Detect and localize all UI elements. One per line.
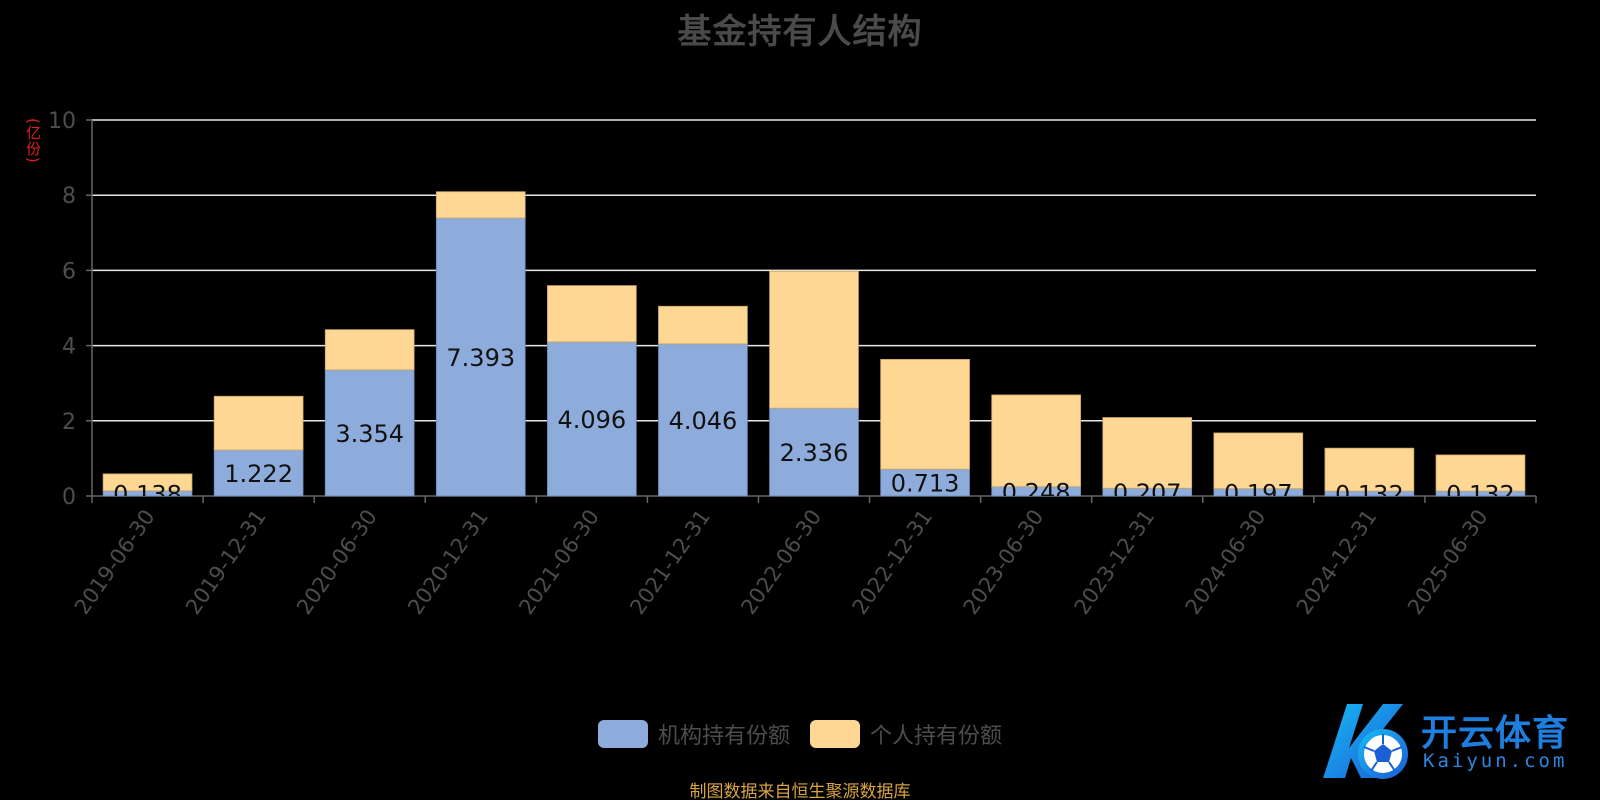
x-tick-label: 2022-06-30 xyxy=(736,505,826,619)
y-tick-label: 2 xyxy=(62,410,76,435)
data-label-institutional: 3.354 xyxy=(335,420,404,448)
legend-swatch-individual xyxy=(810,720,860,748)
y-axis-unit-label: (亿份) xyxy=(24,118,42,164)
data-label-institutional: 1.222 xyxy=(224,460,293,488)
watermark-logo: 开云体育 Kaiyun.com xyxy=(1313,696,1593,786)
bar-individual xyxy=(324,329,415,371)
bar-institutional xyxy=(435,217,526,497)
bar-individual xyxy=(102,473,193,492)
legend-label-individual: 个人持有份额 xyxy=(870,724,1003,749)
bar-institutional xyxy=(880,468,970,497)
bars xyxy=(102,191,1526,497)
watermark-text-cn: 开云体育 xyxy=(1421,713,1570,754)
bar-individual xyxy=(1324,447,1415,492)
x-tick-label: 2020-06-30 xyxy=(292,505,382,619)
bar-individual xyxy=(991,394,1081,488)
bar-individual xyxy=(213,395,304,451)
y-tick-label: 10 xyxy=(48,109,76,134)
chart-title: 基金持有人结构 xyxy=(677,12,923,52)
x-tick-label: 2023-06-30 xyxy=(959,505,1049,619)
y-tick-label: 8 xyxy=(62,184,76,209)
x-tick-label: 2019-06-30 xyxy=(70,505,160,619)
bar-individual xyxy=(435,191,526,219)
bar-individual xyxy=(880,358,970,470)
x-tick-label: 2025-06-30 xyxy=(1403,505,1493,619)
x-tick-label: 2022-12-31 xyxy=(848,505,938,619)
data-label-institutional: 4.046 xyxy=(669,407,738,435)
bar-institutional xyxy=(324,369,415,497)
x-tick-label: 2021-06-30 xyxy=(514,505,604,619)
legend: 机构持有份额 个人持有份额 xyxy=(0,718,1600,750)
y-tick-label: 4 xyxy=(62,335,76,360)
data-label-institutional: 2.336 xyxy=(780,439,849,467)
bar-institutional xyxy=(547,341,637,497)
data-source-note: 制图数据来自恒生聚源数据库 xyxy=(689,782,911,800)
bar-individual xyxy=(1435,454,1526,492)
data-label-institutional: 0.132 xyxy=(1446,481,1515,509)
data-label-institutional: 0.207 xyxy=(1113,479,1182,507)
x-tick-label: 2021-12-31 xyxy=(625,505,715,619)
x-tick-label: 2024-12-31 xyxy=(1292,505,1382,619)
bar-individual xyxy=(1102,417,1193,489)
legend-item-individual[interactable]: 个人持有份额 xyxy=(810,718,1002,750)
data-labels: 0.138 1.222 3.354 7.393 4.096 4.046 2.336 0.713… xyxy=(113,344,1515,509)
data-label-institutional: 0.138 xyxy=(113,480,182,508)
watermark-text-en: Kaiyun.com xyxy=(1423,750,1568,772)
data-label-institutional: 7.393 xyxy=(446,344,515,372)
bar-individual xyxy=(658,305,748,345)
bar-institutional xyxy=(213,449,304,497)
y-tick-label: 6 xyxy=(62,259,76,284)
legend-swatch-institutional xyxy=(597,720,648,748)
x-tick-label: 2020-12-31 xyxy=(403,505,493,619)
bar-institutional xyxy=(658,343,748,497)
x-tick-label: 2019-12-31 xyxy=(181,505,271,619)
legend-label-institutional: 机构持有份额 xyxy=(657,724,790,749)
y-tick-label: 0 xyxy=(62,485,76,510)
kaiyun-logo-icon xyxy=(1323,704,1408,779)
data-label-institutional: 0.197 xyxy=(1224,479,1293,507)
bar-individual xyxy=(1213,432,1304,489)
data-label-institutional: 0.248 xyxy=(1002,478,1071,506)
data-label-institutional: 0.713 xyxy=(891,470,960,498)
legend-item-institutional[interactable]: 机构持有份额 xyxy=(597,718,790,750)
x-tick-label: 2024-06-30 xyxy=(1181,505,1271,619)
data-label-institutional: 4.096 xyxy=(557,406,626,434)
x-tick-label: 2023-12-31 xyxy=(1070,505,1160,619)
bar-individual xyxy=(547,285,637,343)
bar-individual xyxy=(769,270,859,409)
data-label-institutional: 0.132 xyxy=(1335,481,1404,509)
